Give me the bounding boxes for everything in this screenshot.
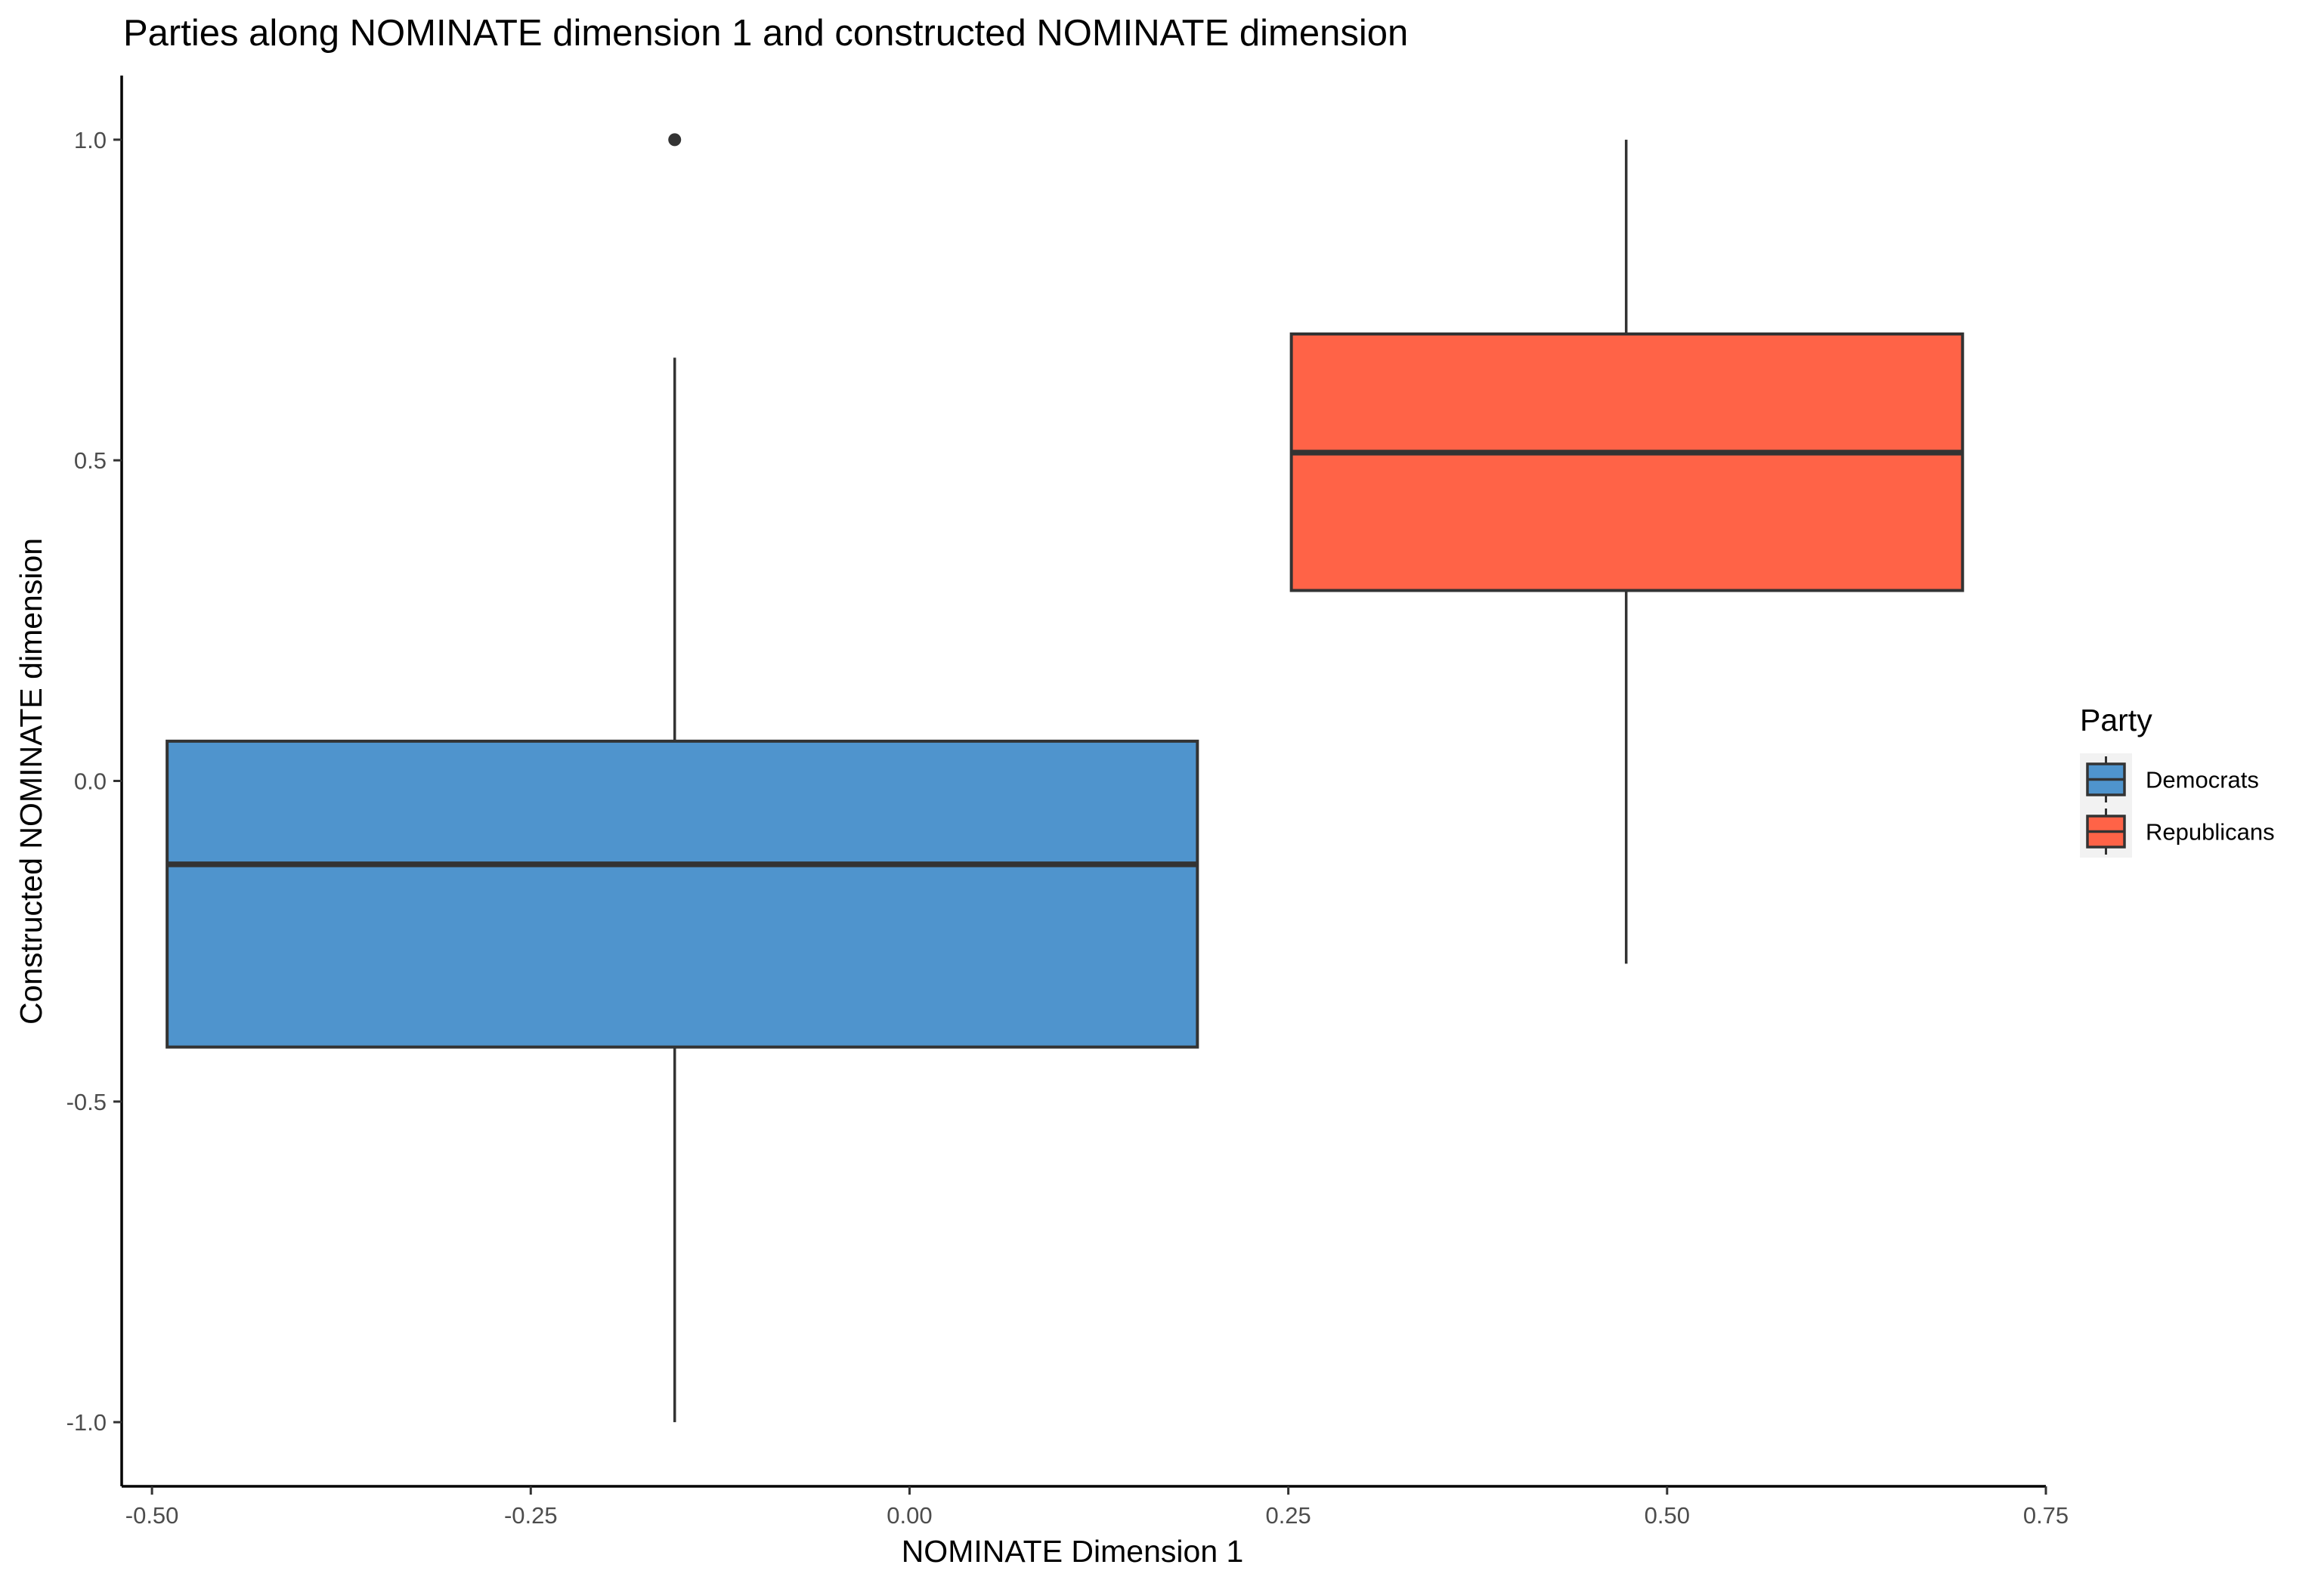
y-tick-label: -0.5 [67,1089,107,1115]
y-tick-label: 1.0 [74,127,107,153]
legend-item-democrats: Democrats [2080,753,2259,805]
x-tick-label: 0.25 [1265,1502,1311,1529]
legend-item-republicans: Republicans [2080,805,2275,858]
x-tick-label: -0.50 [125,1502,179,1529]
x-tick-label: -0.25 [504,1502,558,1529]
legend-title: Party [2080,703,2152,737]
legend-label-democrats: Democrats [2146,767,2259,793]
plot-area [166,133,1964,1423]
x-tick-label: 0.50 [1645,1502,1690,1529]
box-body-democrats [166,739,1199,1049]
box-democrats [166,133,1199,1423]
x-tick-label: 0.75 [2023,1502,2069,1529]
axes: -1.0 -0.5 0.0 0.5 1.0 -0.50 -0.25 0.00 0.25 0.50 0… [67,76,2069,1529]
box-republicans [1289,139,1964,964]
legend: Party Democrats Republicans [2080,703,2275,858]
chart-title: Parties along NOMINATE dimension 1 and c… [123,13,1408,54]
legend-label-republicans: Republicans [2146,819,2275,846]
y-tick-label: 0.0 [74,768,107,795]
y-tick-label: -1.0 [67,1409,107,1436]
outlier-point-democrats [668,133,682,147]
box-body-republicans [1289,332,1964,592]
y-axis-title: Constructed NOMINATE dimension [14,538,48,1025]
x-tick-label: 0.00 [887,1502,932,1529]
y-tick-label: 0.5 [74,447,107,474]
x-axis-title: NOMINATE Dimension 1 [902,1534,1244,1569]
